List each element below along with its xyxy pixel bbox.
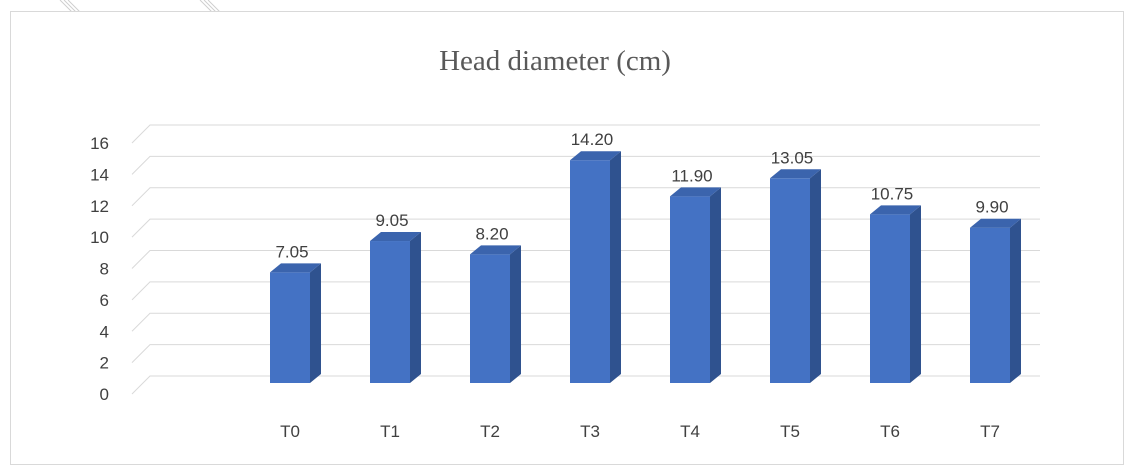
- bar-top: [770, 169, 821, 179]
- data-labels: 7.05 9.05 8.20 14.20 11.90 13.05 10.75 9.90: [275, 130, 1008, 261]
- y-tick-label: 6: [100, 291, 109, 310]
- y-tick-label: 10: [90, 228, 109, 247]
- bar-side: [410, 232, 421, 383]
- bar-side: [710, 187, 721, 383]
- x-tick-label: T3: [580, 422, 600, 441]
- gridline: [131, 250, 1040, 269]
- gridline: [131, 375, 1040, 395]
- bar: [270, 263, 321, 383]
- data-label: 9.90: [975, 198, 1008, 217]
- bar-top: [370, 232, 421, 242]
- x-tick-label: T4: [680, 422, 700, 441]
- y-axis: 0 2 4 6 8 10 12 14 16: [90, 134, 109, 404]
- y-tick-label: 12: [90, 197, 109, 216]
- bar-top: [870, 205, 921, 215]
- bar-top: [470, 245, 521, 255]
- data-label: 10.75: [871, 184, 914, 203]
- y-tick-label: 16: [90, 134, 109, 153]
- bar-top: [670, 187, 721, 197]
- y-tick-label: 0: [100, 385, 109, 404]
- y-tick-label: 2: [100, 354, 109, 373]
- bar-side: [1010, 218, 1021, 383]
- bar-top: [570, 151, 621, 161]
- gridline: [131, 344, 1040, 363]
- data-label: 11.90: [671, 166, 712, 185]
- bar-front: [470, 254, 510, 383]
- chart-area: [10, 11, 1124, 465]
- bar: [570, 151, 621, 383]
- bar-side: [610, 151, 621, 383]
- x-tick-label: T6: [880, 422, 900, 441]
- x-tick-label: T1: [380, 422, 400, 441]
- chart-title: Head diameter (cm): [439, 45, 671, 77]
- bar-side: [810, 169, 821, 383]
- bar-top: [970, 218, 1021, 228]
- bar-front: [570, 160, 610, 383]
- bar: [770, 169, 821, 383]
- bars: [270, 151, 1021, 383]
- y-tick-label: 14: [90, 165, 109, 184]
- bar-side: [310, 263, 321, 383]
- bar: [470, 245, 521, 383]
- x-tick-label: T7: [980, 422, 1000, 441]
- bar-front: [970, 227, 1010, 383]
- y-tick-label: 8: [100, 260, 109, 279]
- data-label: 7.05: [275, 242, 308, 261]
- gridline: [131, 218, 1040, 238]
- bar-top: [270, 263, 321, 273]
- bar-front: [270, 272, 310, 383]
- bar-front: [770, 178, 810, 383]
- data-label: 14.20: [571, 130, 614, 149]
- bar-side: [510, 245, 521, 383]
- gridlines: [131, 124, 1040, 395]
- gridline: [131, 312, 1040, 332]
- bar: [370, 232, 421, 383]
- bar-front: [670, 196, 710, 383]
- data-label: 9.05: [375, 211, 408, 230]
- gridline: [131, 155, 1040, 175]
- bar-front: [370, 241, 410, 383]
- x-tick-label: T0: [280, 422, 300, 441]
- gridline: [131, 124, 1040, 144]
- bar-front: [870, 214, 910, 383]
- bar: [670, 187, 721, 383]
- y-tick-label: 4: [100, 322, 109, 341]
- bar: [870, 205, 921, 383]
- bar: [970, 218, 1021, 383]
- x-tick-label: T5: [780, 422, 800, 441]
- x-tick-label: T2: [480, 422, 500, 441]
- x-axis: T0 T1 T2 T3 T4 T5 T6 T7: [280, 422, 1000, 441]
- bar-side: [910, 205, 921, 383]
- data-label: 13.05: [771, 148, 814, 167]
- gridline: [131, 281, 1040, 301]
- data-label: 8.20: [475, 224, 508, 243]
- gridline: [131, 187, 1040, 207]
